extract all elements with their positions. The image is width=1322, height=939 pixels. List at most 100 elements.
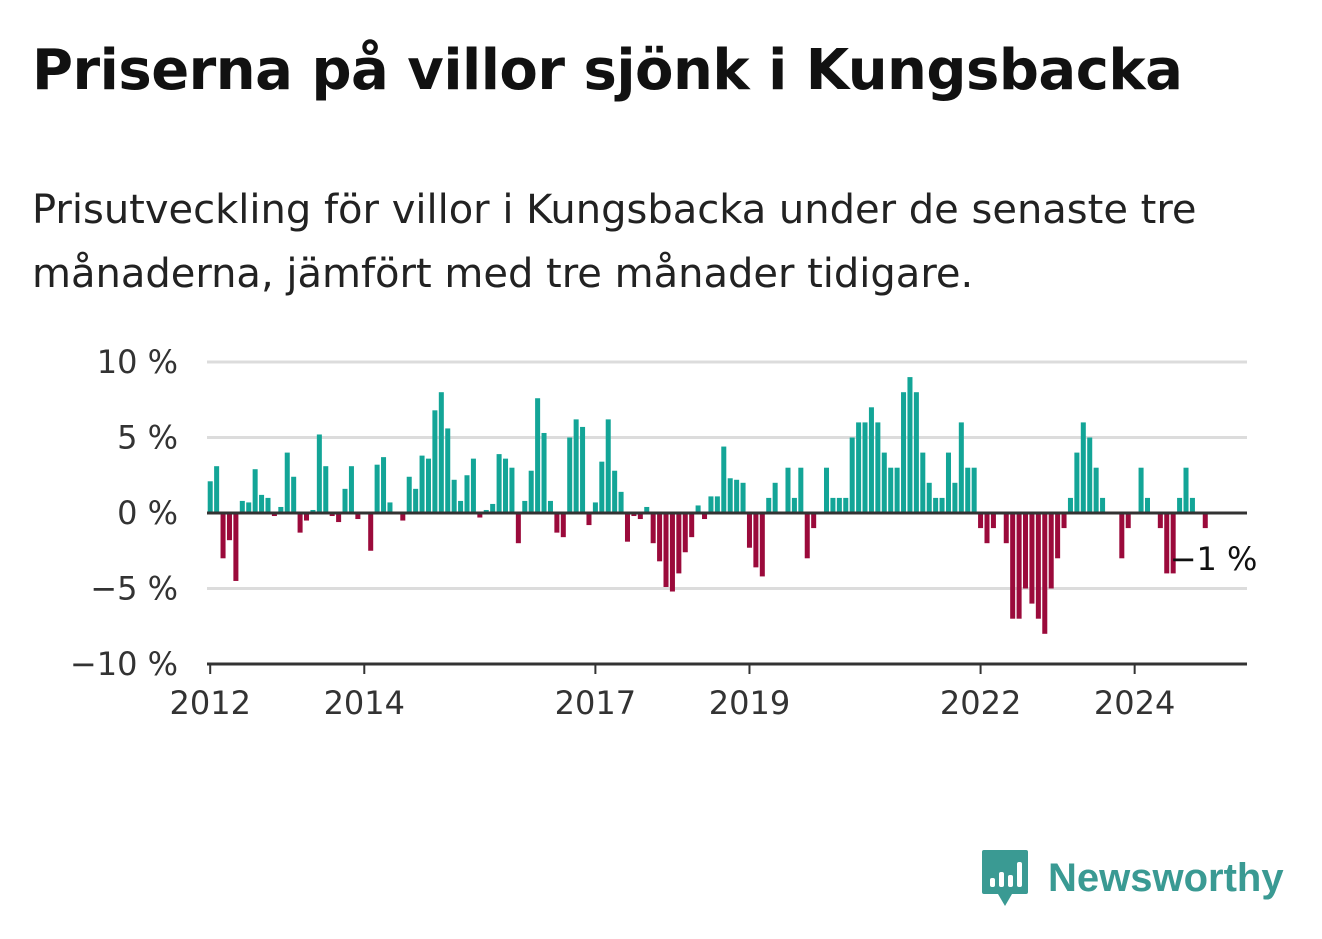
bar bbox=[702, 513, 708, 520]
x-tick-label: 2017 bbox=[555, 684, 636, 722]
bar bbox=[438, 392, 444, 513]
bar bbox=[592, 502, 598, 513]
bar bbox=[368, 513, 374, 551]
bar bbox=[798, 467, 804, 513]
bar bbox=[1164, 513, 1170, 574]
bar bbox=[637, 513, 643, 520]
bar bbox=[965, 467, 971, 513]
bar bbox=[933, 497, 939, 513]
bar bbox=[631, 513, 637, 517]
bar bbox=[772, 482, 778, 513]
bar bbox=[515, 513, 521, 544]
bar bbox=[682, 513, 688, 553]
bar bbox=[451, 479, 457, 513]
bar bbox=[1202, 513, 1208, 529]
bar bbox=[1119, 513, 1125, 559]
bar bbox=[1003, 513, 1009, 544]
bar bbox=[541, 432, 547, 513]
value-annotation: −1 % bbox=[1170, 540, 1258, 578]
bar bbox=[1061, 513, 1067, 529]
bar bbox=[605, 419, 611, 513]
bar bbox=[503, 458, 509, 513]
bar bbox=[342, 488, 348, 513]
bar bbox=[1074, 452, 1080, 513]
logo-text: Newsworthy bbox=[1048, 855, 1284, 900]
bar bbox=[1177, 497, 1183, 513]
bar bbox=[1023, 513, 1029, 589]
bar bbox=[734, 479, 740, 513]
bar bbox=[400, 513, 406, 521]
chart-subtitle: Prisutveckling för villor i Kungsbacka u… bbox=[32, 187, 1197, 297]
bar bbox=[1042, 513, 1048, 634]
bar bbox=[522, 500, 528, 513]
bar bbox=[714, 496, 720, 513]
bar bbox=[220, 513, 226, 559]
bar bbox=[554, 513, 560, 533]
bar bbox=[233, 513, 239, 581]
bar bbox=[740, 482, 746, 513]
chart-title: Priserna på villor sjönk i Kungsbacka bbox=[32, 38, 1183, 103]
bar bbox=[945, 452, 951, 513]
bar bbox=[265, 497, 271, 513]
bar bbox=[567, 437, 573, 513]
bar bbox=[336, 513, 342, 523]
bar bbox=[1080, 422, 1086, 513]
bar bbox=[239, 500, 245, 513]
bar bbox=[689, 513, 695, 538]
bar bbox=[644, 506, 650, 513]
y-tick-label: −10 % bbox=[70, 645, 178, 683]
x-tick-label: 2019 bbox=[709, 684, 790, 722]
y-tick-label: 5 % bbox=[117, 419, 178, 457]
bar bbox=[804, 513, 810, 559]
bar bbox=[907, 377, 913, 513]
bar bbox=[509, 467, 515, 513]
bar bbox=[284, 452, 290, 513]
bar bbox=[207, 481, 213, 513]
bar bbox=[252, 469, 258, 513]
bar-chart-speech-bubble-icon bbox=[982, 850, 1028, 906]
bar bbox=[586, 513, 592, 526]
bar bbox=[432, 410, 438, 513]
bar bbox=[657, 513, 663, 562]
y-tick-label: 10 % bbox=[97, 343, 178, 381]
bar bbox=[1170, 513, 1176, 574]
bar bbox=[958, 422, 964, 513]
bar bbox=[445, 428, 451, 513]
bar bbox=[727, 478, 733, 513]
bar bbox=[766, 497, 772, 513]
bar bbox=[259, 494, 265, 513]
bar bbox=[329, 513, 335, 517]
bar bbox=[470, 458, 476, 513]
bar bbox=[669, 513, 675, 592]
bar bbox=[1157, 513, 1163, 529]
bar bbox=[888, 467, 894, 513]
bar bbox=[1138, 467, 1144, 513]
bar bbox=[1100, 497, 1106, 513]
y-tick-label: 0 % bbox=[117, 494, 178, 532]
bar bbox=[971, 467, 977, 513]
bar bbox=[650, 513, 656, 544]
bar bbox=[214, 466, 220, 513]
bar bbox=[316, 434, 322, 513]
bar bbox=[580, 426, 586, 513]
bar bbox=[1144, 497, 1150, 513]
bar bbox=[791, 497, 797, 513]
bar bbox=[599, 461, 605, 513]
bar bbox=[458, 500, 464, 513]
bar bbox=[535, 398, 541, 513]
bar bbox=[785, 467, 791, 513]
bar bbox=[894, 467, 900, 513]
axes bbox=[207, 511, 1247, 674]
bar bbox=[913, 392, 919, 513]
bar bbox=[477, 513, 483, 518]
grid-lines bbox=[207, 360, 1247, 590]
bar bbox=[881, 452, 887, 513]
bar bbox=[836, 497, 842, 513]
bar bbox=[528, 470, 534, 513]
bar bbox=[939, 497, 945, 513]
bar bbox=[1016, 513, 1022, 619]
bar bbox=[849, 437, 855, 513]
bar bbox=[1035, 513, 1041, 619]
bar bbox=[1010, 513, 1016, 619]
bar bbox=[663, 513, 669, 587]
